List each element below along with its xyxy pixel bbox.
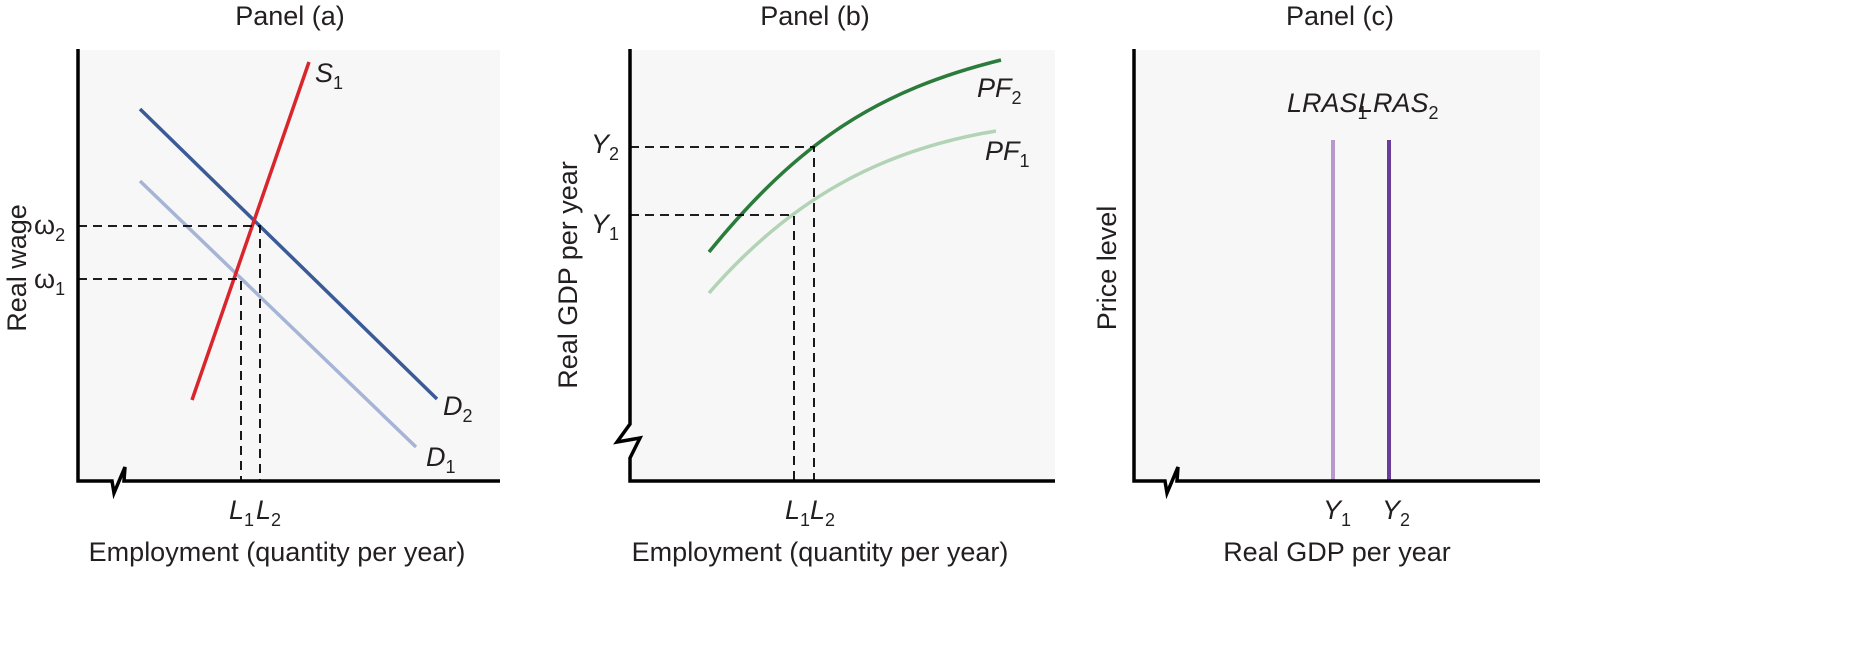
panel-a: Panel (a) ω2 ω1 L1 L2 S1 D2 D1 Real wage…	[2, 1, 500, 567]
panel-b-title: Panel (b)	[760, 1, 870, 31]
tick-omega1: ω1	[34, 264, 65, 299]
guide-y2-l2	[630, 146, 815, 480]
panel-b-xlabel: Employment (quantity per year)	[632, 537, 1009, 567]
panel-c-axes	[1132, 49, 1540, 500]
panel-a-xlabel: Employment (quantity per year)	[89, 537, 466, 567]
panel-b: Panel (b) Y2 Y1 L1 L2 PF2 PF1 Real GDP p…	[553, 1, 1055, 567]
panel-b-plot-area	[630, 50, 1055, 482]
tick-l1-b: L1	[785, 495, 810, 530]
panel-c-xlabel: Real GDP per year	[1223, 537, 1451, 567]
panel-a-title: Panel (a)	[235, 1, 345, 31]
label-pf1: PF1	[985, 136, 1030, 171]
tick-l2: L2	[256, 495, 281, 530]
curve-d2	[138, 107, 439, 401]
tick-y1-c: Y1	[1323, 495, 1351, 530]
label-pf2: PF2	[977, 73, 1022, 108]
tick-l1: L1	[229, 495, 254, 530]
curve-pf2	[707, 58, 1002, 254]
panel-c-ylabel: Price level	[1092, 206, 1122, 331]
panel-a-axes	[76, 49, 500, 500]
label-d1: D1	[426, 442, 456, 477]
tick-y2-c: Y2	[1382, 495, 1410, 530]
panel-a-ylabel: Real wage	[2, 204, 32, 332]
panel-b-ylabel: Real GDP per year	[553, 161, 583, 389]
label-lras2: LRAS2	[1358, 88, 1439, 123]
curve-pf1	[707, 129, 997, 295]
curve-s1	[190, 61, 311, 401]
tick-y1: Y1	[591, 209, 619, 244]
panel-c: Panel (c) LRAS1 LRAS2 Y1 Y2 Price level …	[1092, 1, 1540, 567]
label-d2: D2	[443, 391, 473, 426]
panel-c-plot-area	[1134, 50, 1540, 482]
panel-c-title: Panel (c)	[1286, 1, 1394, 31]
tick-y2: Y2	[591, 129, 619, 164]
label-s1: S1	[315, 58, 343, 93]
tick-l2-b: L2	[810, 495, 835, 530]
label-lras1: LRAS1	[1287, 88, 1368, 123]
tick-omega2: ω2	[34, 210, 65, 245]
panel-b-axes	[613, 49, 1055, 483]
guide-omega2-l2	[78, 225, 261, 480]
